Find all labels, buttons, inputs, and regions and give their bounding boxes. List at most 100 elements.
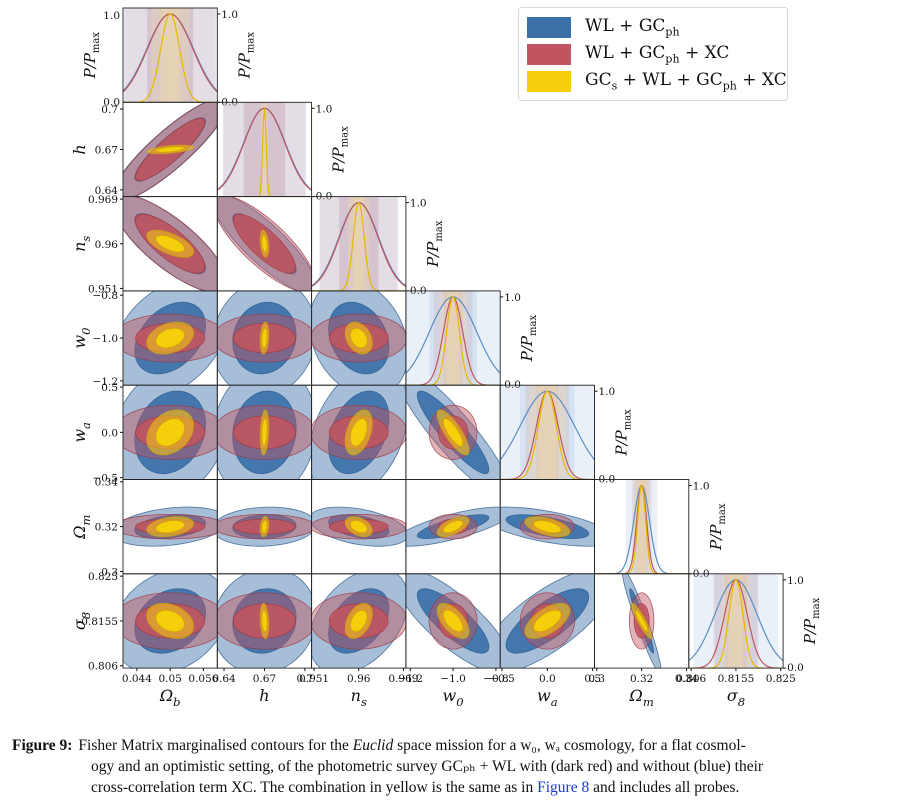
panel-wa-wa: 0.01.0P/Pmax [499, 384, 634, 486]
x-tick-label: 0.64 [212, 673, 236, 685]
caption-line-2: ogy and an optimistic setting, of the ph… [91, 758, 764, 775]
diag-tick-label: 1.0 [316, 103, 333, 115]
diag-ylabel: P/Pmax [424, 220, 445, 268]
y-tick-label: 0.96 [95, 239, 119, 251]
x-tick-label: 0.34 [675, 673, 699, 685]
x-tick-label: 0.32 [630, 673, 653, 685]
contour-1sigma-yellow [155, 418, 185, 447]
x-tick-label: 0.806 [676, 673, 706, 685]
panel-wa-h [216, 384, 313, 480]
diag-tick-label: 0.0 [103, 96, 120, 108]
diag-ylabel: P/Pmax [235, 32, 256, 80]
caption-line-3: cross-correlation term XC. The combinati… [91, 779, 740, 796]
contour-1sigma-yellow [533, 609, 562, 633]
panel-Omega_m-Omega_b: 0.3 0.32 0.34 Ωm [70, 477, 218, 579]
x-axis-label: h [259, 686, 269, 705]
x-axis-label: wa [537, 686, 558, 709]
diag-ylabel: P/Pmax [330, 126, 351, 174]
y-tick-label: 0.5 [101, 382, 118, 394]
panel-wa-n_s [311, 384, 407, 480]
sigma-band-blue [500, 385, 595, 480]
sigma-band-yellow [721, 573, 751, 669]
x-tick-label: 0.825 [766, 673, 796, 685]
y-tick-label: 0.32 [95, 522, 118, 534]
x-axis-label: Ωm [629, 686, 654, 709]
x-tick-label: −1.2 [397, 673, 423, 685]
panel-h-Omega_b: 0.64 0.67 0.7 h [70, 101, 218, 198]
sigma-band-blue [222, 102, 307, 197]
y-tick-label: −0.8 [93, 290, 119, 302]
y-tick-label: 0.7 [101, 104, 118, 116]
contour-1sigma-yellow [350, 609, 368, 633]
sigma-band-blue [693, 573, 779, 669]
x-axis-label: ns [351, 686, 367, 709]
sigma-band-blue [338, 196, 379, 291]
figure-8-link[interactable]: Figure 8 [537, 779, 590, 796]
contour-1sigma-yellow [350, 327, 368, 349]
sigma-band-blue [633, 479, 650, 574]
contour-1sigma-yellow [155, 609, 185, 633]
diag-ylabel: P/Pmax [518, 315, 539, 363]
contour-1sigma-yellow [442, 609, 464, 633]
sigma-band-red [724, 573, 748, 669]
legend-item-wl-gcph: WL + GCph [527, 15, 680, 39]
contour-1sigma-yellow [261, 327, 268, 349]
contour-1sigma-yellow [442, 418, 464, 447]
diag-ylabel: P/Pmax [613, 409, 634, 457]
legend-swatch-blue [527, 16, 571, 38]
panel-sigma8-h: 0.64 0.67 0.7 h [212, 573, 313, 705]
y-tick-label: 0.969 [88, 194, 118, 206]
panel-w0-n_s [311, 290, 407, 386]
x-axis-label: σ8 [727, 686, 745, 709]
sigma-band-yellow [633, 479, 650, 574]
sigma-band-blue [243, 102, 286, 197]
diag-tick-label: 1.0 [221, 9, 238, 21]
sigma-band-yellow [637, 479, 646, 574]
caption-head: Figure 9: [12, 737, 73, 754]
x-tick-label: −0.8 [483, 673, 509, 685]
legend-item-all-probes: GCs + WL + GCph + XC [527, 69, 787, 93]
panel-sigma8-Omega_b: 0.806 0.8155 0.825 σ8 0.044 0.05 0.056 Ωb [70, 571, 219, 709]
x-tick-label: 0.5 [584, 673, 601, 685]
y-tick-label: −1.0 [93, 333, 119, 345]
diag-ylabel: P/Pmax [801, 597, 822, 645]
sigma-band-red [147, 8, 193, 103]
sigma-band-yellow [260, 102, 268, 197]
diag-ylabel: P/Pmax [707, 503, 728, 551]
sigma-band-red [339, 196, 379, 291]
panel-Omega_m-wa [499, 479, 595, 575]
diag-tick-label: 0.0 [787, 662, 804, 674]
x-tick-label: 0.8155 [718, 673, 755, 685]
sigma-band-blue [429, 290, 477, 386]
contour-1sigma-yellow [350, 418, 368, 447]
legend-swatch-red [527, 43, 571, 65]
x-tick-label: 0.969 [388, 673, 418, 685]
x-tick-label: 0.3 [588, 673, 605, 685]
diag-tick-label: 1.0 [504, 292, 521, 304]
y-axis-label: ns [70, 236, 93, 252]
y-tick-label: 0.8155 [81, 616, 118, 628]
x-tick-label: 0.044 [122, 673, 152, 685]
sigma-band-yellow [151, 8, 190, 103]
sigma-band-red [320, 196, 398, 291]
panel-wa-w0 [405, 384, 501, 480]
sigma-band-blue [319, 196, 399, 291]
y-tick-label: −1.2 [93, 376, 119, 388]
panel-sigma8-wa: −0.5 0.0 0.5 wa [489, 573, 601, 709]
corner-plot: 0.01.0P/Pmax0.01.0P/Pmax0.640.670.7h0.01… [70, 7, 822, 709]
legend-swatch-yellow [527, 70, 571, 92]
x-tick-label: 0.951 [299, 673, 329, 685]
marginal-curve-yellow [217, 108, 312, 197]
sigma-band-red [124, 8, 216, 103]
y-tick-label: 0.951 [88, 283, 118, 295]
panel-sigma8-n_s: 0.951 0.96 0.969 ns [299, 573, 418, 709]
y-tick-label: 0.67 [95, 144, 118, 156]
contour-1sigma-yellow [533, 520, 562, 534]
legend-label: WL + GCph [585, 15, 680, 39]
panel-wa-Omega_b: −0.5 0.0 0.5 wa [70, 382, 218, 485]
sigma-band-red [243, 102, 285, 197]
contour-1sigma-yellow [261, 235, 268, 253]
sigma-band-red [636, 479, 647, 574]
sigma-band-yellow [440, 290, 466, 386]
y-tick-label: 0.825 [88, 571, 118, 583]
